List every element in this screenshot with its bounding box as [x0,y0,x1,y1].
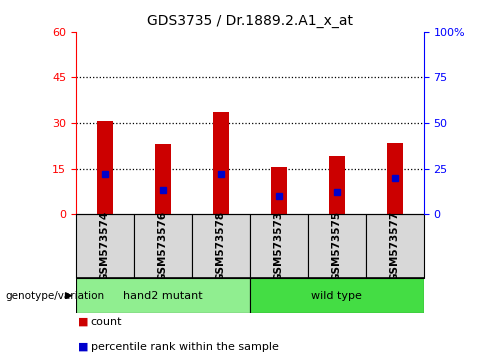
Title: GDS3735 / Dr.1889.2.A1_x_at: GDS3735 / Dr.1889.2.A1_x_at [147,14,353,28]
Text: GSM573576: GSM573576 [158,211,168,281]
Bar [250,278,424,313]
Text: GSM573577: GSM573577 [390,211,400,281]
Bar [76,278,250,313]
Text: GSM573575: GSM573575 [332,211,342,281]
Bar [387,143,403,214]
Text: ■: ■ [78,317,89,327]
Bar [213,112,229,214]
Bar [308,214,366,278]
Text: GSM573578: GSM573578 [216,211,226,281]
Text: percentile rank within the sample: percentile rank within the sample [91,342,278,352]
Bar [192,214,250,278]
Text: GSM573574: GSM573574 [100,211,110,281]
Bar [155,144,171,214]
Bar [366,214,424,278]
Bar [271,167,287,214]
Text: ■: ■ [78,342,89,352]
Bar [250,214,308,278]
Bar [76,214,134,278]
Bar [134,214,192,278]
Text: genotype/variation: genotype/variation [5,291,104,301]
Text: count: count [91,317,122,327]
Bar [329,156,345,214]
Bar [97,121,113,214]
Text: GSM573573: GSM573573 [274,211,284,281]
Text: hand2 mutant: hand2 mutant [123,291,203,301]
Text: wild type: wild type [312,291,362,301]
